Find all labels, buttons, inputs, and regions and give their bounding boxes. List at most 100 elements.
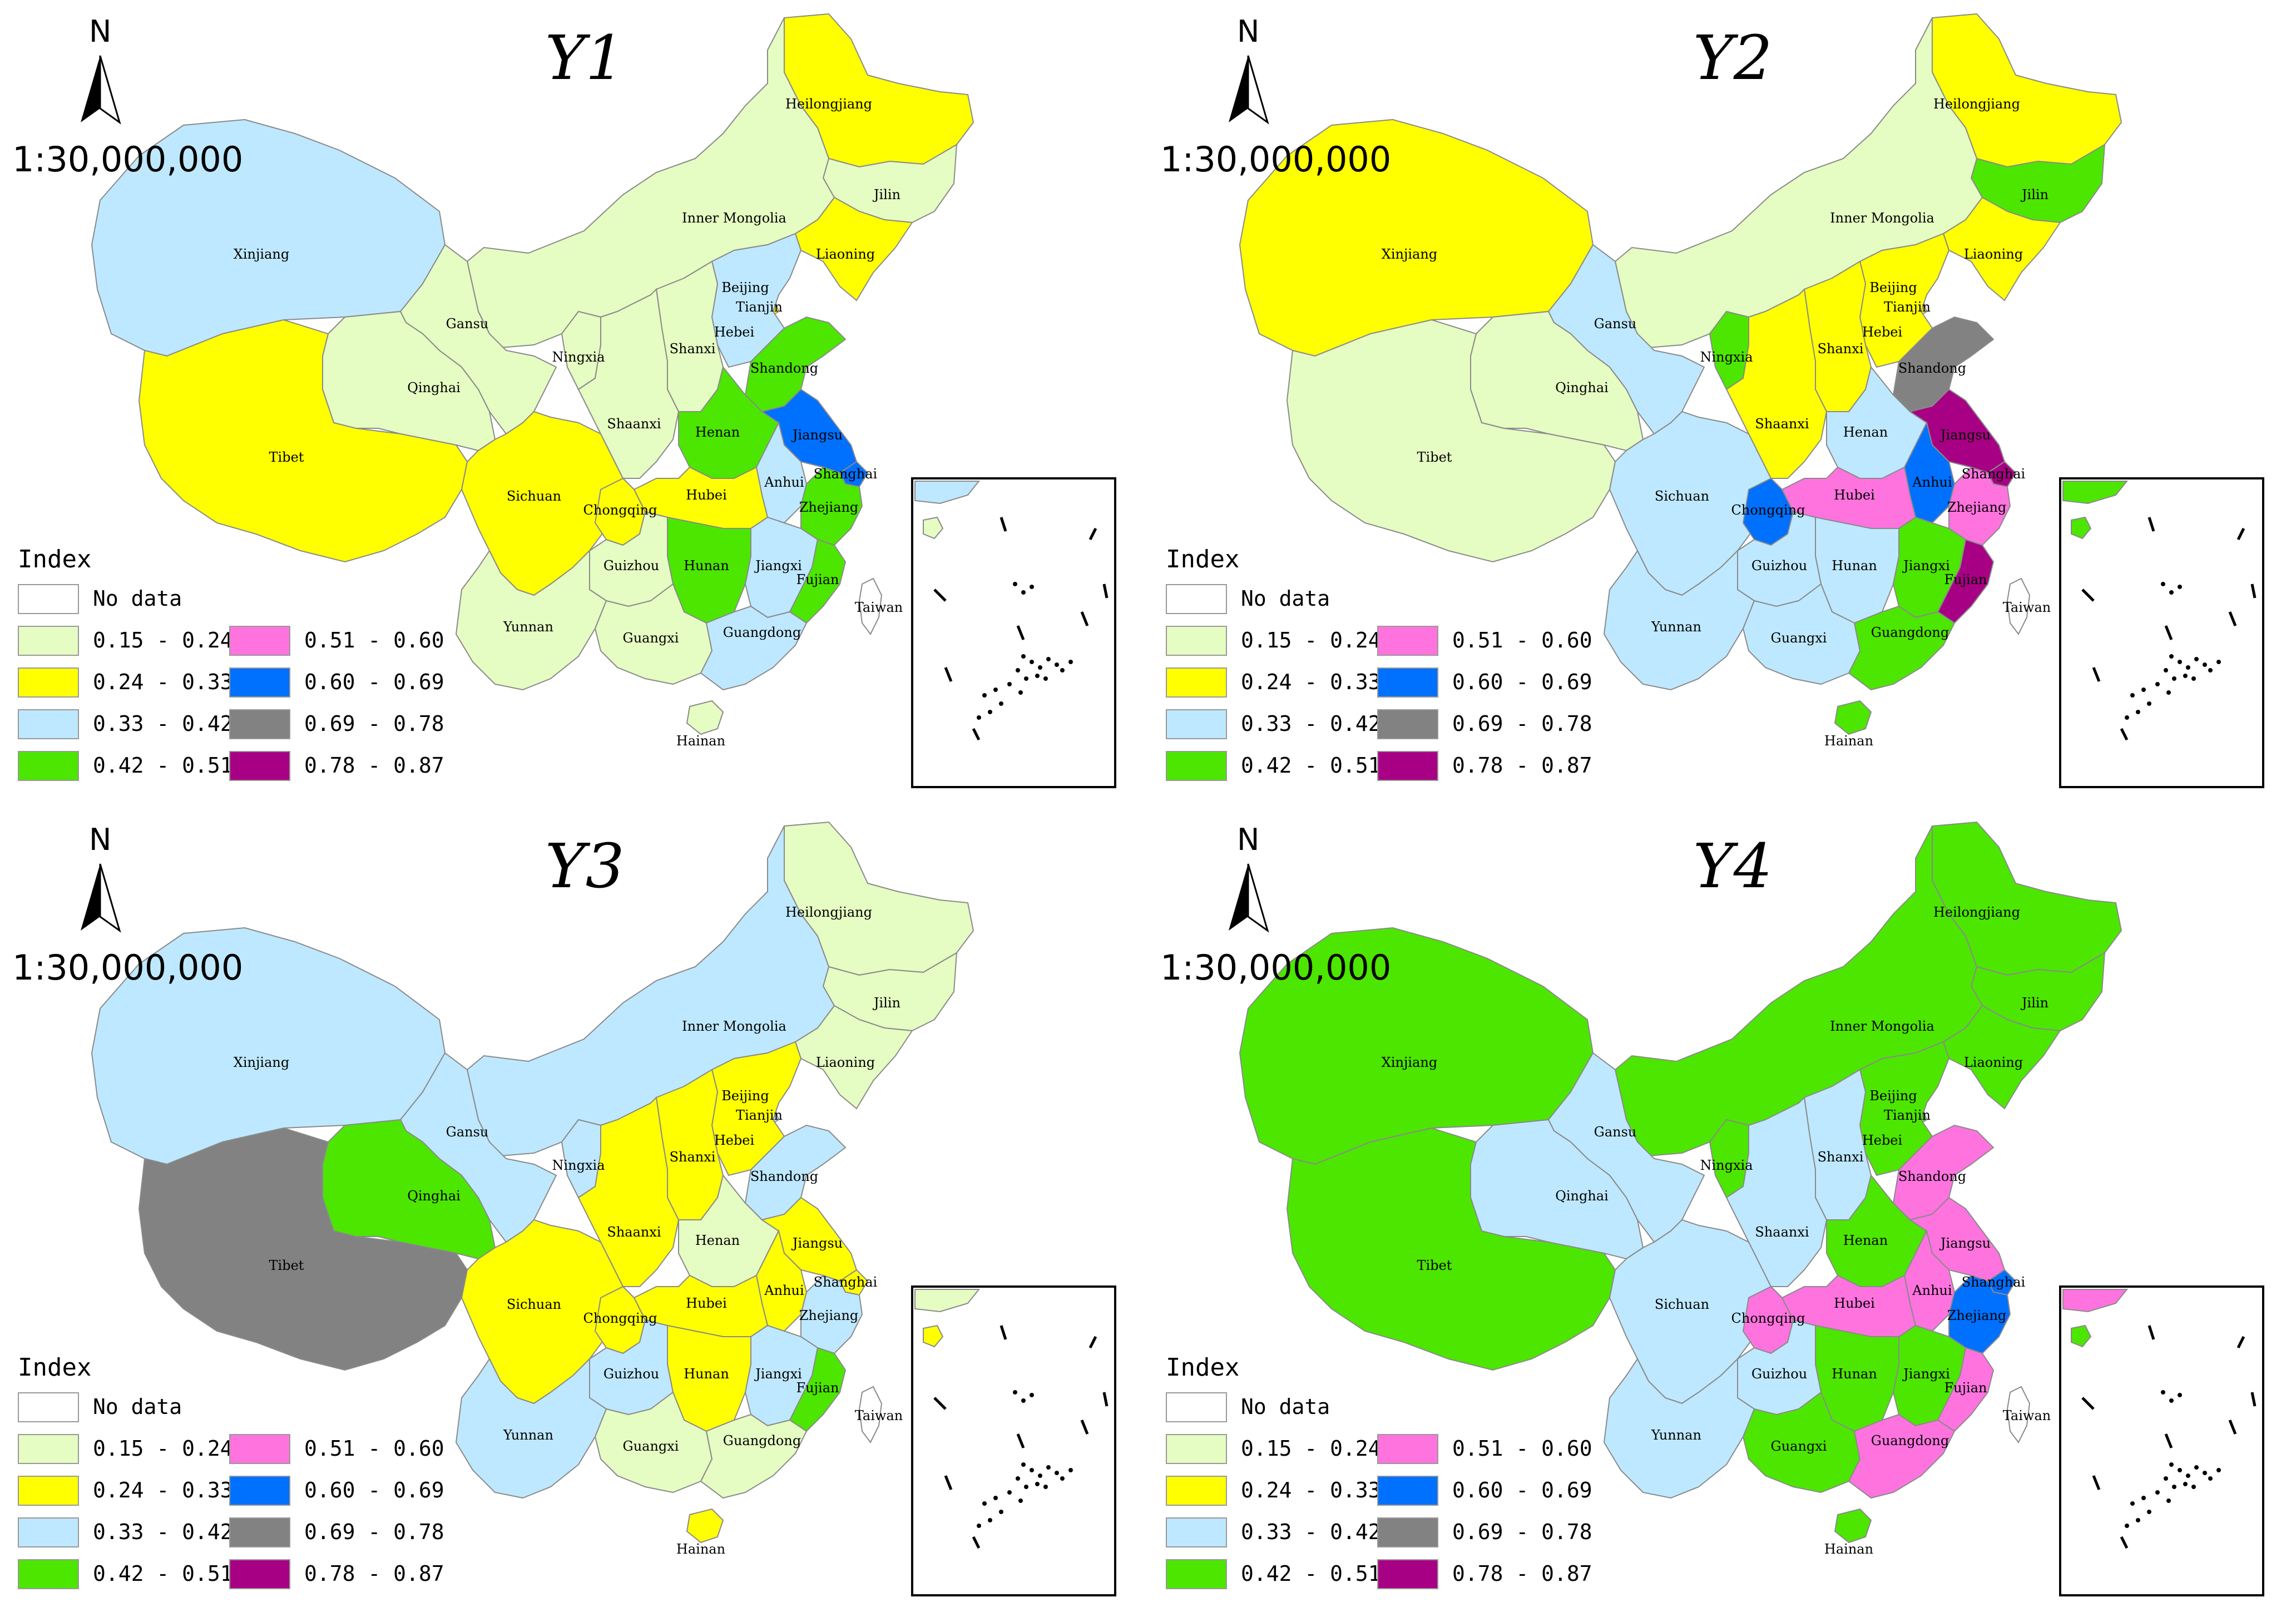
legend-swatch [1166, 1476, 1227, 1506]
legend-swatch [1377, 751, 1438, 781]
island-dot [1046, 657, 1051, 661]
legend-swatch [1166, 1517, 1227, 1547]
island-dot [2136, 710, 2140, 714]
province-label-guizhou: Guizhou [603, 1366, 659, 1382]
island-dot [1030, 1468, 1034, 1472]
legend-label: 0.42 - 0.51 [93, 753, 233, 778]
island-dot [2166, 690, 2171, 695]
legend-label: 0.33 - 0.42 [1241, 711, 1381, 736]
legend-label: 0.42 - 0.51 [1241, 753, 1381, 778]
island-dot [2183, 674, 2188, 678]
nine-dash-line-segment [1088, 1336, 1097, 1349]
nine-dash-line-segment [2081, 589, 2095, 602]
island-dot [2130, 1501, 2135, 1506]
island-dot [1030, 1393, 1034, 1397]
island-dot [1021, 1462, 1026, 1467]
island-dot [1068, 660, 1073, 664]
province-label-zhejiang: Zhejiang [1947, 1308, 2007, 1323]
south-china-sea-inset [911, 477, 1116, 788]
province-label-hebei: Hebei [1862, 324, 1903, 340]
province-label-shanxi: Shanxi [1818, 1149, 1864, 1165]
island-dot [1043, 1485, 1048, 1489]
legend-title: Index [1166, 545, 1240, 573]
province-hainan [1834, 700, 1872, 735]
south-china-sea-inset [2059, 477, 2264, 788]
legend-swatch [1166, 1559, 1227, 1589]
inset-hainan [923, 1324, 944, 1348]
nine-dash-line-segment [2120, 728, 2129, 741]
island-dot [2178, 585, 2182, 589]
island-dot [1024, 676, 1028, 681]
island-dot [1021, 590, 1026, 595]
province-label-hunan: Hunan [684, 558, 729, 573]
province-label-shaanxi: Shaanxi [1755, 416, 1809, 432]
province-label-guangxi: Guangxi [623, 630, 679, 646]
legend-label: No data [93, 586, 182, 611]
island-dot [988, 1518, 992, 1522]
province-label-chongqing: Chongqing [1731, 502, 1805, 518]
province-label-jiangxi: Jiangxi [754, 558, 802, 573]
province-label-guangxi: Guangxi [623, 1438, 679, 1454]
legend-label: 0.60 - 0.69 [304, 670, 444, 694]
province-guangdong [1848, 1413, 1956, 1499]
map-panel-y4: Heilongjiang Jilin Liaoning Inner Mongolia X… [1148, 808, 2296, 1616]
legend-swatch [229, 751, 290, 781]
province-label-hebei: Hebei [1862, 1133, 1903, 1148]
province-label-xinjiang: Xinjiang [1382, 246, 1437, 262]
province-label-hunan: Hunan [1832, 558, 1877, 573]
legend-swatch [1377, 709, 1438, 739]
nine-dash-line-segment [2236, 1336, 2245, 1349]
scale-label: 1:30,000,000 [12, 947, 244, 988]
province-shaanxi [577, 288, 680, 479]
south-china-sea-inset [2059, 1285, 2264, 1596]
island-dot [1016, 1476, 1020, 1481]
legend-swatch [18, 584, 79, 614]
province-label-chongqing: Chongqing [1731, 1311, 1805, 1326]
province-label-qinghai: Qinghai [1555, 380, 1609, 395]
province-label-xinjiang: Xinjiang [234, 1055, 289, 1070]
legend-swatch [18, 1434, 79, 1464]
province-label-qinghai: Qinghai [407, 1188, 461, 1204]
island-dot [2203, 662, 2207, 667]
inset-hainan [923, 516, 944, 540]
island-dot [2169, 654, 2174, 659]
province-label-hebei: Hebei [714, 1133, 755, 1148]
province-yunnan [455, 549, 607, 691]
island-dot [2186, 665, 2190, 670]
island-dot [977, 1524, 981, 1528]
island-dot [1018, 1499, 1023, 1503]
legend-label: 0.42 - 0.51 [93, 1561, 233, 1586]
nine-dash-line-segment [2250, 1392, 2257, 1407]
legend-label: No data [1241, 586, 1330, 611]
province-label-ningxia: Ningxia [552, 1158, 605, 1173]
legend-swatch [1166, 584, 1227, 614]
province-label-beijing: Beijing [721, 1088, 769, 1104]
province-label-guangxi: Guangxi [1771, 630, 1827, 646]
province-label-hainan: Hainan [676, 733, 725, 749]
province-label-inner-mongolia: Inner Mongolia [682, 1018, 786, 1034]
province-label-zhejiang: Zhejiang [799, 500, 859, 515]
province-taiwan [858, 1386, 883, 1443]
nine-dash-line-segment [1016, 1433, 1025, 1448]
island-dot [2203, 1471, 2207, 1475]
province-label-henan: Henan [1843, 424, 1888, 440]
province-label-jilin: Jilin [872, 995, 900, 1011]
legend-label: 0.69 - 0.78 [1452, 1520, 1592, 1544]
province-label-hubei: Hubei [1834, 1295, 1875, 1311]
province-yunnan [455, 1357, 607, 1499]
nine-dash-line-segment [1080, 611, 1089, 626]
island-dot [1068, 1468, 1073, 1472]
province-label-shaanxi: Shaanxi [1755, 1224, 1809, 1240]
legend-label: 0.51 - 0.60 [304, 1436, 444, 1461]
north-arrow-icon [81, 863, 121, 933]
nine-dash-line-segment [2164, 1433, 2173, 1448]
inset-frame [2059, 477, 2264, 788]
province-label-fujian: Fujian [1944, 1380, 1987, 1396]
island-dot [1030, 660, 1034, 664]
legend-swatch [1166, 1434, 1227, 1464]
province-label-taiwan: Taiwan [855, 600, 903, 615]
province-label-yunnan: Yunnan [1651, 1427, 1701, 1443]
legend-swatch [1166, 709, 1227, 739]
nine-dash-line-segment [933, 589, 947, 602]
province-label-guangdong: Guangdong [723, 625, 801, 640]
